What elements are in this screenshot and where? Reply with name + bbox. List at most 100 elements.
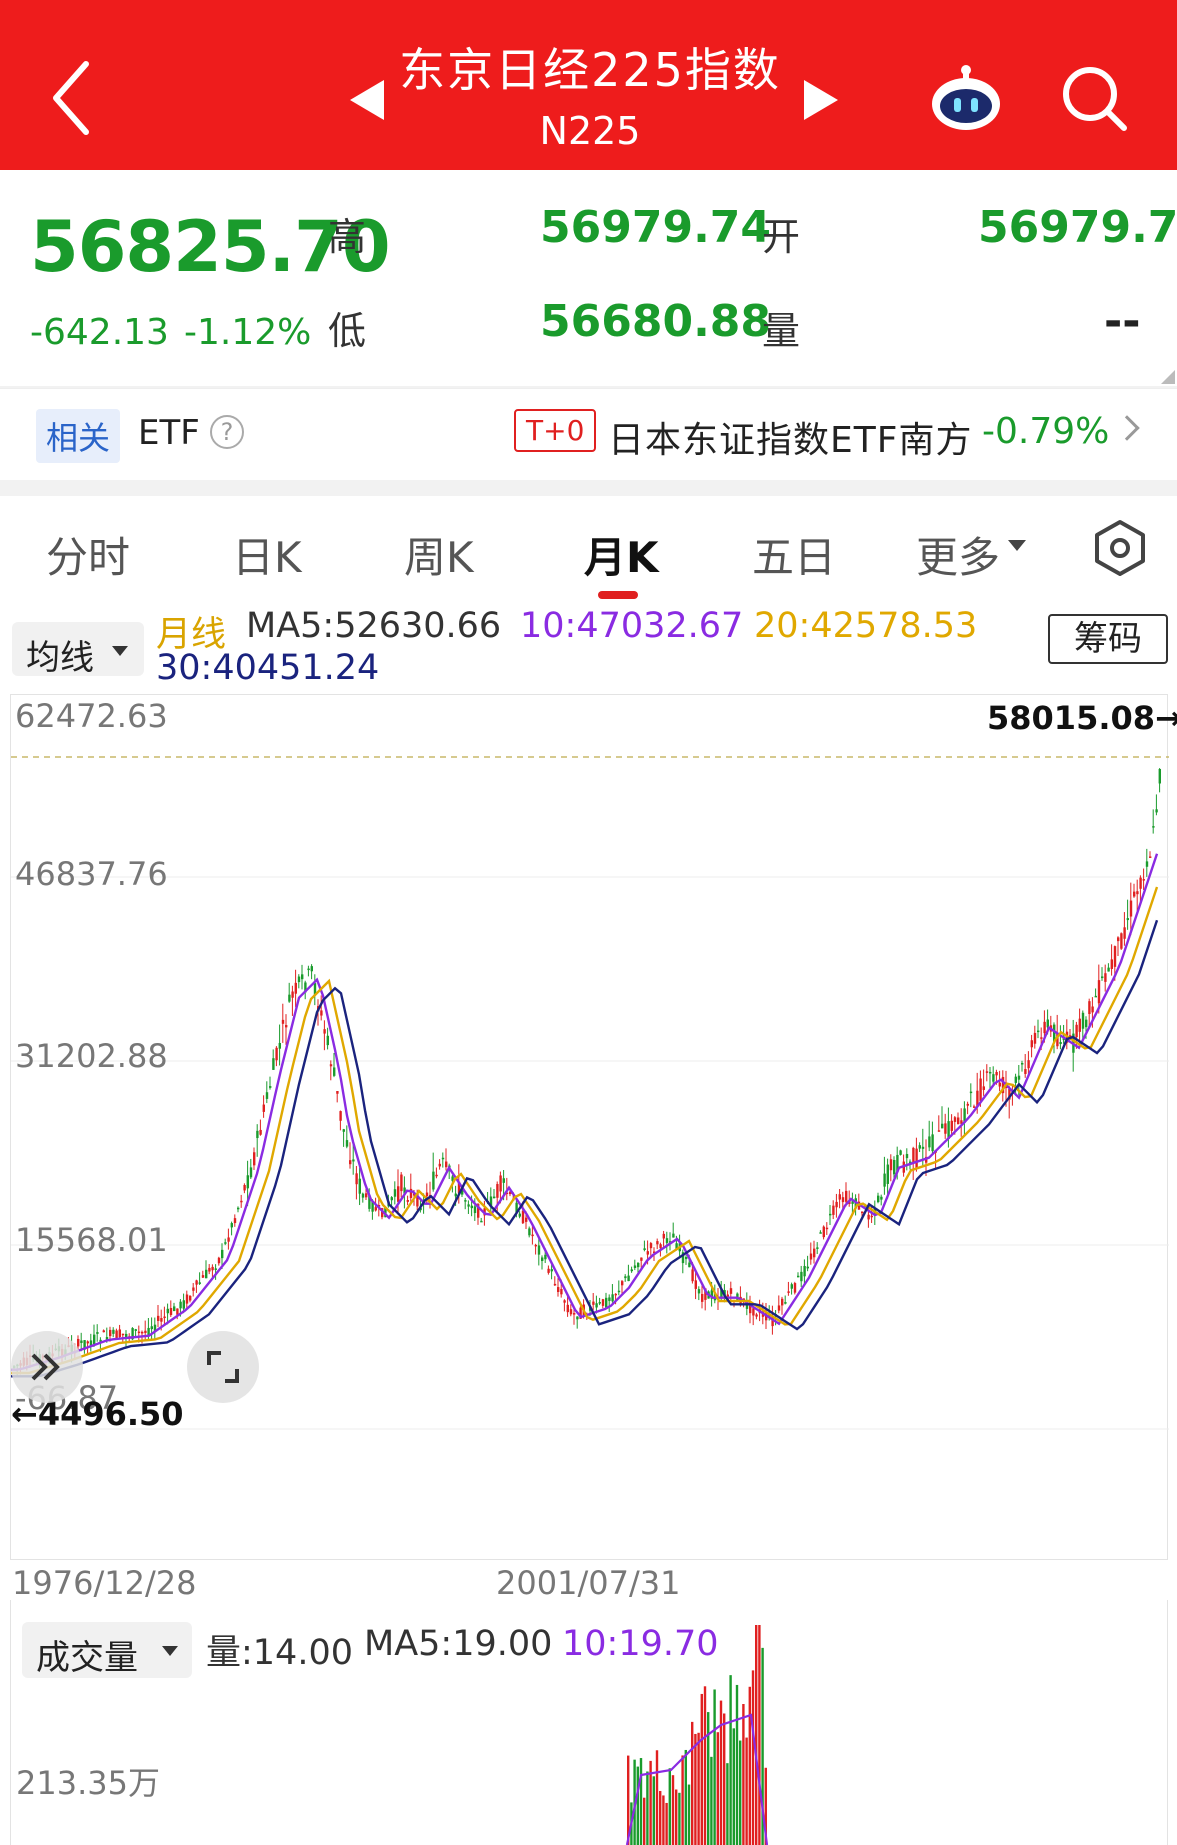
candle-body bbox=[1149, 856, 1152, 858]
candle-body bbox=[563, 1300, 566, 1303]
candle-body bbox=[1078, 1018, 1081, 1032]
tab-weekly-k[interactable]: 周K bbox=[404, 533, 474, 582]
candle-body bbox=[966, 1103, 969, 1106]
next-stock-icon[interactable] bbox=[804, 80, 838, 120]
back-icon[interactable] bbox=[48, 58, 98, 138]
candle-body bbox=[537, 1245, 541, 1255]
candle-body bbox=[505, 1192, 509, 1195]
candle-body bbox=[361, 1193, 365, 1198]
candle-body bbox=[409, 1188, 413, 1198]
expand-corner-icon[interactable] bbox=[1161, 370, 1175, 384]
robot-icon[interactable] bbox=[928, 62, 1004, 132]
candle-body bbox=[605, 1297, 608, 1308]
candle-body bbox=[166, 1308, 169, 1314]
candle-body bbox=[169, 1307, 173, 1316]
candle-body bbox=[547, 1268, 550, 1273]
candle-body bbox=[963, 1108, 966, 1123]
volume-bar bbox=[662, 1795, 665, 1845]
chip-distribution-button[interactable]: 筹码 bbox=[1048, 614, 1168, 664]
volume-bar bbox=[627, 1755, 630, 1845]
candle-body bbox=[89, 1340, 93, 1347]
hexagon-gear-icon[interactable] bbox=[1090, 518, 1150, 578]
candle-body bbox=[557, 1287, 560, 1292]
candle-body bbox=[1142, 879, 1145, 881]
volume-bar bbox=[758, 1625, 761, 1845]
candle-body bbox=[253, 1152, 256, 1166]
volume-bar bbox=[732, 1728, 735, 1845]
candle-body bbox=[1158, 769, 1161, 784]
candle-body bbox=[662, 1233, 665, 1239]
candle-body bbox=[1113, 946, 1117, 967]
candle-body bbox=[349, 1160, 352, 1165]
candle-body bbox=[99, 1339, 102, 1343]
candle-body bbox=[518, 1213, 521, 1217]
candle-body bbox=[822, 1226, 825, 1238]
candle-body bbox=[928, 1136, 931, 1148]
volume-y-tick: 213.35万 bbox=[16, 1764, 160, 1802]
tab-monthly-k[interactable]: 月K bbox=[584, 533, 659, 582]
candle-body bbox=[669, 1241, 672, 1243]
candle-body bbox=[905, 1153, 909, 1159]
candle-body bbox=[1107, 967, 1110, 972]
ma-selector[interactable]: 均线 bbox=[12, 622, 144, 678]
tab-daily-k[interactable]: 日K bbox=[232, 533, 302, 582]
chevron-right-icon[interactable] bbox=[1114, 415, 1140, 441]
candle-body bbox=[566, 1304, 569, 1313]
candle-body bbox=[979, 1078, 982, 1101]
candle-body bbox=[941, 1123, 944, 1129]
candle-body bbox=[393, 1189, 397, 1197]
candle-body bbox=[1117, 937, 1120, 942]
candle-body bbox=[656, 1241, 659, 1245]
candle-body bbox=[176, 1308, 179, 1315]
candle-body bbox=[1091, 1006, 1094, 1013]
candle-body bbox=[742, 1298, 745, 1300]
candle-body bbox=[1152, 826, 1155, 828]
volume-panel: 成交量 量:14.00 MA5:19.00 10:19.70 213.35万 bbox=[0, 1600, 1177, 1845]
etf-name[interactable]: 日本东证指数ETF南方 bbox=[608, 420, 973, 461]
candle-body bbox=[982, 1086, 985, 1090]
search-icon[interactable] bbox=[1060, 64, 1130, 134]
expand-panel-button[interactable] bbox=[11, 1331, 83, 1403]
indicator-selector[interactable]: 成交量 bbox=[22, 1622, 192, 1678]
kline-chart[interactable]: 62472.63 46837.76 31202.88 15568.01 -66.… bbox=[10, 694, 1177, 1560]
candle-body bbox=[1024, 1069, 1027, 1074]
candle-body bbox=[502, 1178, 505, 1183]
period-label: 月线 bbox=[156, 615, 227, 655]
tab-intraday[interactable]: 分时 bbox=[46, 533, 131, 582]
candle-body bbox=[470, 1205, 473, 1209]
candle-body bbox=[265, 1092, 269, 1099]
candle-body bbox=[467, 1204, 470, 1207]
volume-current: 量:14.00 bbox=[206, 1633, 353, 1673]
candle-body bbox=[137, 1331, 141, 1334]
candle-body bbox=[310, 966, 313, 972]
tab-more[interactable]: 更多 bbox=[916, 533, 1001, 582]
candle-body bbox=[835, 1201, 838, 1208]
candle-body bbox=[182, 1300, 185, 1309]
candle-body bbox=[803, 1266, 806, 1277]
candle-body bbox=[438, 1163, 441, 1167]
candle-body bbox=[525, 1217, 528, 1222]
candle-body bbox=[886, 1164, 889, 1184]
last-price: 56825.70 bbox=[30, 206, 391, 288]
candle-body bbox=[1094, 995, 1097, 998]
candle-body bbox=[649, 1243, 653, 1249]
candle-body bbox=[691, 1269, 694, 1282]
candle-body bbox=[1123, 927, 1126, 939]
candle-body bbox=[208, 1267, 211, 1272]
candle-body bbox=[989, 1071, 992, 1074]
candle-body bbox=[637, 1263, 640, 1268]
volume-bar bbox=[742, 1704, 745, 1845]
fullscreen-button[interactable] bbox=[187, 1331, 259, 1403]
related-etf-bar[interactable]: 相关 ETF ? T+0 日本东证指数ETF南方 -0.79% bbox=[0, 388, 1177, 480]
volume-bar bbox=[684, 1749, 687, 1845]
volume-bar bbox=[729, 1675, 732, 1845]
help-icon[interactable]: ? bbox=[210, 415, 244, 449]
volume-chart[interactable] bbox=[10, 1600, 1168, 1845]
candle-body bbox=[333, 1067, 336, 1076]
candle-body bbox=[233, 1218, 237, 1224]
tab-five-day[interactable]: 五日 bbox=[752, 533, 837, 582]
candle-body bbox=[701, 1293, 704, 1302]
title-block: 东京日经225指数 N225 bbox=[340, 38, 840, 160]
prev-stock-icon[interactable] bbox=[350, 80, 384, 120]
price-change-pct: -1.12% bbox=[184, 312, 312, 353]
